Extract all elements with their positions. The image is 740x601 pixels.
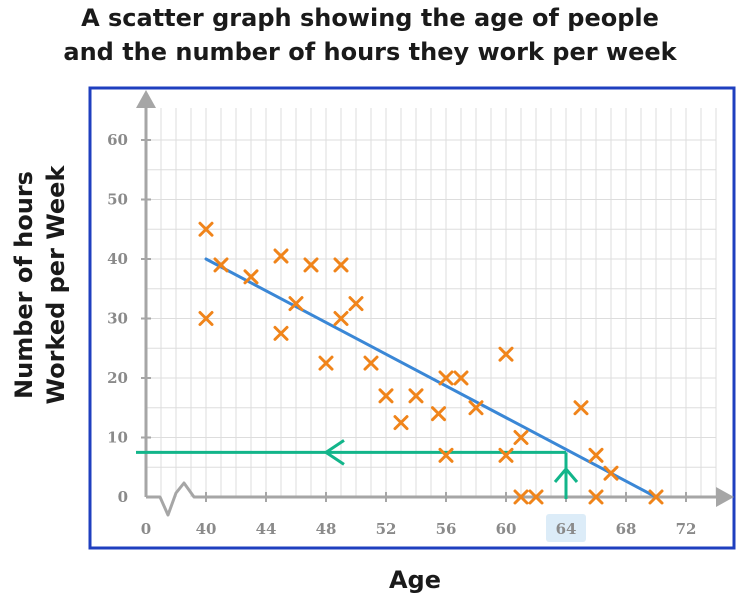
data-point	[528, 489, 544, 505]
x-tick-label: 64	[556, 520, 577, 538]
y-tick-label: 60	[107, 131, 128, 149]
x-tick-label: 52	[376, 520, 397, 538]
y-tick-label: 30	[107, 310, 128, 328]
data-point	[438, 370, 454, 386]
y-axis-label-line-1: Number of hours	[10, 171, 38, 399]
data-point	[378, 388, 394, 404]
data-point-stroke	[288, 296, 304, 312]
y-axis-arrowhead	[136, 90, 156, 108]
data-point-stroke	[498, 346, 514, 362]
data-point-stroke	[198, 221, 214, 237]
x-tick-label: 0	[141, 520, 151, 538]
data-point	[393, 415, 409, 431]
data-point-stroke	[588, 447, 604, 463]
reading-layer	[136, 439, 579, 499]
fit-layer	[204, 257, 658, 499]
x-tick-label: 72	[676, 520, 697, 538]
data-point	[573, 400, 589, 416]
data-point-stroke	[528, 489, 544, 505]
data-point-stroke	[573, 400, 589, 416]
data-point	[348, 296, 364, 312]
data-point	[198, 311, 214, 326]
data-point-stroke	[273, 325, 289, 341]
data-point	[288, 296, 304, 312]
line-of-best-fit	[204, 257, 658, 499]
data-point	[318, 355, 334, 371]
data-point	[333, 311, 349, 326]
data-point	[588, 489, 604, 505]
data-point-stroke	[363, 355, 379, 371]
data-point-stroke	[603, 465, 619, 481]
data-point	[603, 465, 619, 481]
data-point	[498, 447, 514, 463]
x-axis-line	[146, 481, 718, 517]
data-point-stroke	[348, 296, 364, 312]
chart-title-line-2: and the number of hours they work per we…	[63, 38, 677, 66]
y-axis-label: Number of hours Worked per Week	[6, 130, 74, 440]
data-point-stroke	[273, 248, 289, 264]
data-point-stroke	[378, 388, 394, 404]
reading-horizontal-arrowhead	[324, 439, 345, 466]
data-point	[273, 325, 289, 341]
x-tick-label: 68	[616, 520, 637, 538]
data-point-stroke	[303, 257, 319, 273]
y-tick-label: 20	[107, 369, 128, 387]
data-point	[333, 257, 349, 273]
chart-title-line-1: A scatter graph showing the age of peopl…	[81, 4, 659, 32]
data-point	[588, 447, 604, 463]
data-point-stroke	[431, 406, 446, 422]
y-tick-label: 40	[107, 250, 128, 268]
y-tick-label: 50	[107, 191, 128, 209]
data-point-stroke	[393, 415, 409, 431]
highlighted-x-tick-background	[546, 514, 586, 542]
x-tick-label: 60	[496, 520, 517, 538]
data-point	[408, 388, 424, 404]
data-point	[453, 370, 469, 386]
data-point-stroke	[513, 430, 529, 445]
data-point	[198, 221, 214, 237]
data-point	[363, 355, 379, 371]
data-point	[648, 489, 664, 505]
x-axis-label: Age	[388, 566, 442, 594]
x-tick-label: 48	[316, 520, 337, 538]
data-point-stroke	[243, 269, 259, 285]
data-point-stroke	[468, 400, 484, 416]
data-point	[468, 400, 484, 416]
data-point-stroke	[213, 257, 229, 273]
data-point-stroke	[333, 311, 349, 326]
x-tick-label: 40	[196, 520, 217, 538]
y-tick-label: 10	[107, 429, 128, 447]
data-point	[498, 346, 514, 362]
data-point-stroke	[318, 355, 334, 371]
y-axis-label-line-2: Worked per Week	[42, 165, 70, 405]
data-point	[243, 269, 259, 285]
data-point-stroke	[408, 388, 424, 404]
data-point	[513, 430, 529, 445]
data-point-stroke	[513, 489, 529, 505]
x-axis-arrowhead	[716, 487, 734, 507]
tick-labels: 0 40 44 48 52 56 60 64 68 72 0 10 20 30 40 50 60	[107, 131, 696, 542]
x-tick-label: 44	[256, 520, 277, 538]
data-point-stroke	[648, 489, 664, 505]
axes	[136, 90, 734, 517]
data-point	[303, 257, 319, 273]
data-point-stroke	[438, 370, 454, 386]
data-point-stroke	[588, 489, 604, 505]
grid	[146, 108, 717, 497]
y-tick-label: 0	[118, 488, 128, 506]
data-point-stroke	[498, 447, 514, 463]
reading-vertical-arrowhead	[553, 467, 579, 483]
data-point-stroke	[333, 257, 349, 273]
data-point-stroke	[438, 447, 454, 463]
x-tick-label: 56	[436, 520, 457, 538]
data-point-stroke	[198, 311, 214, 326]
data-point	[513, 489, 529, 505]
data-points	[198, 221, 664, 505]
data-point	[213, 257, 229, 273]
data-point	[431, 406, 446, 422]
data-point-stroke	[453, 370, 469, 386]
data-point	[438, 447, 454, 463]
data-point	[273, 248, 289, 264]
